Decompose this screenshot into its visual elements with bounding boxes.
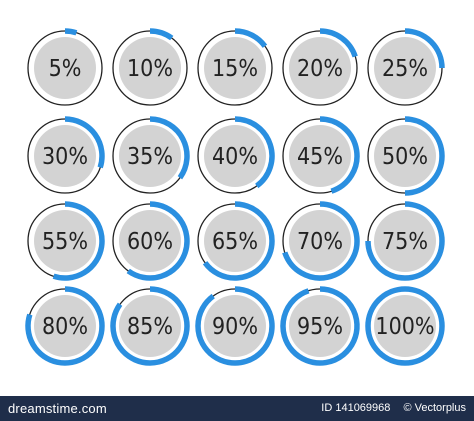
ring-item: 15%: [197, 28, 273, 106]
inner-disc: [34, 210, 96, 272]
inner-disc: [119, 295, 181, 357]
percentage-label: 10%: [127, 56, 173, 82]
ring-item: 5%: [27, 28, 103, 106]
percentage-label: 35%: [127, 144, 173, 170]
progress-arc: [64, 116, 105, 169]
percentage-label: 20%: [297, 56, 343, 82]
percentage-label: 75%: [382, 229, 428, 255]
percentage-rings-chart: 5% 10% 15% 20% 25% 30% 35% 40% 45% 50% 55% 60% 65% 70…: [25, 28, 445, 366]
inner-disc: [374, 210, 436, 272]
percentage-label: 90%: [212, 314, 258, 340]
percentage-label: 55%: [42, 229, 88, 255]
percentage-label: 25%: [382, 56, 428, 82]
progress-arc: [64, 28, 78, 36]
progress-arc: [149, 28, 174, 41]
percentage-label: 85%: [127, 314, 173, 340]
inner-disc: [289, 125, 351, 187]
progress-arc: [404, 116, 445, 196]
inner-disc: [119, 125, 181, 187]
ring-item: 65%: [197, 201, 275, 281]
ring-item: 10%: [112, 28, 188, 106]
ring-item: 70%: [282, 201, 360, 281]
percentage-label: 45%: [297, 144, 343, 170]
ring-item: 45%: [282, 116, 360, 194]
ring-item: 75%: [365, 201, 445, 281]
progress-arc: [280, 286, 360, 366]
inner-disc: [204, 37, 266, 99]
percentage-label: 40%: [212, 144, 258, 170]
ring-item: 55%: [27, 201, 105, 281]
inner-disc: [289, 37, 351, 99]
ring-item: 25%: [367, 28, 445, 106]
progress-arc: [25, 286, 105, 366]
percentage-label: 95%: [297, 314, 343, 340]
progress-arc: [234, 28, 268, 48]
ring-item: 80%: [25, 286, 105, 366]
progress-arc: [282, 201, 360, 281]
progress-arc: [319, 116, 360, 194]
progress-arc: [234, 116, 275, 189]
percentage-label: 15%: [212, 56, 258, 82]
ring-item: 50%: [367, 116, 445, 196]
ring-item: 100%: [365, 286, 445, 366]
ring-item: 35%: [112, 116, 190, 194]
ring-item: 40%: [197, 116, 275, 194]
progress-arc: [110, 286, 190, 366]
inner-disc: [374, 125, 436, 187]
image-id: ID 141069968: [321, 402, 391, 414]
ring-item: 85%: [110, 286, 190, 366]
inner-disc: [34, 295, 96, 357]
inner-disc: [204, 125, 266, 187]
progress-arc: [126, 201, 190, 281]
progress-arc: [365, 201, 445, 281]
inner-disc: [34, 37, 96, 99]
ring-item: 90%: [195, 286, 275, 366]
ring-item: 60%: [112, 201, 190, 281]
ring-item: 20%: [282, 28, 358, 106]
progress-arc: [319, 28, 358, 58]
inner-disc: [204, 210, 266, 272]
stock-watermark-bar: dreamstime.com ID 141069968 © Vectorplus: [0, 396, 474, 421]
inner-disc: [289, 210, 351, 272]
inner-disc: [119, 37, 181, 99]
percentage-label: 5%: [49, 56, 82, 82]
ring-item: 95%: [280, 286, 360, 366]
progress-arc: [404, 28, 445, 69]
inner-disc: [374, 37, 436, 99]
percentage-label: 80%: [42, 314, 88, 340]
inner-disc: [374, 295, 436, 357]
progress-arc: [365, 286, 445, 366]
inner-disc: [204, 295, 266, 357]
inner-disc: [34, 125, 96, 187]
percentage-label: 70%: [297, 229, 343, 255]
ring-item: 30%: [27, 116, 105, 194]
progress-arc: [202, 201, 275, 281]
percentage-label: 65%: [212, 229, 258, 255]
author-credit: © Vectorplus: [403, 402, 466, 414]
stock-logo: dreamstime.com: [8, 401, 107, 416]
stock-credit: ID 141069968 © Vectorplus: [311, 402, 466, 414]
progress-arc: [149, 116, 190, 180]
progress-arc: [52, 201, 105, 281]
percentage-label: 100%: [375, 314, 434, 340]
inner-disc: [119, 210, 181, 272]
inner-disc: [289, 295, 351, 357]
progress-arc: [195, 286, 275, 366]
percentage-label: 50%: [382, 144, 428, 170]
percentage-label: 60%: [127, 229, 173, 255]
percentage-label: 30%: [42, 144, 88, 170]
